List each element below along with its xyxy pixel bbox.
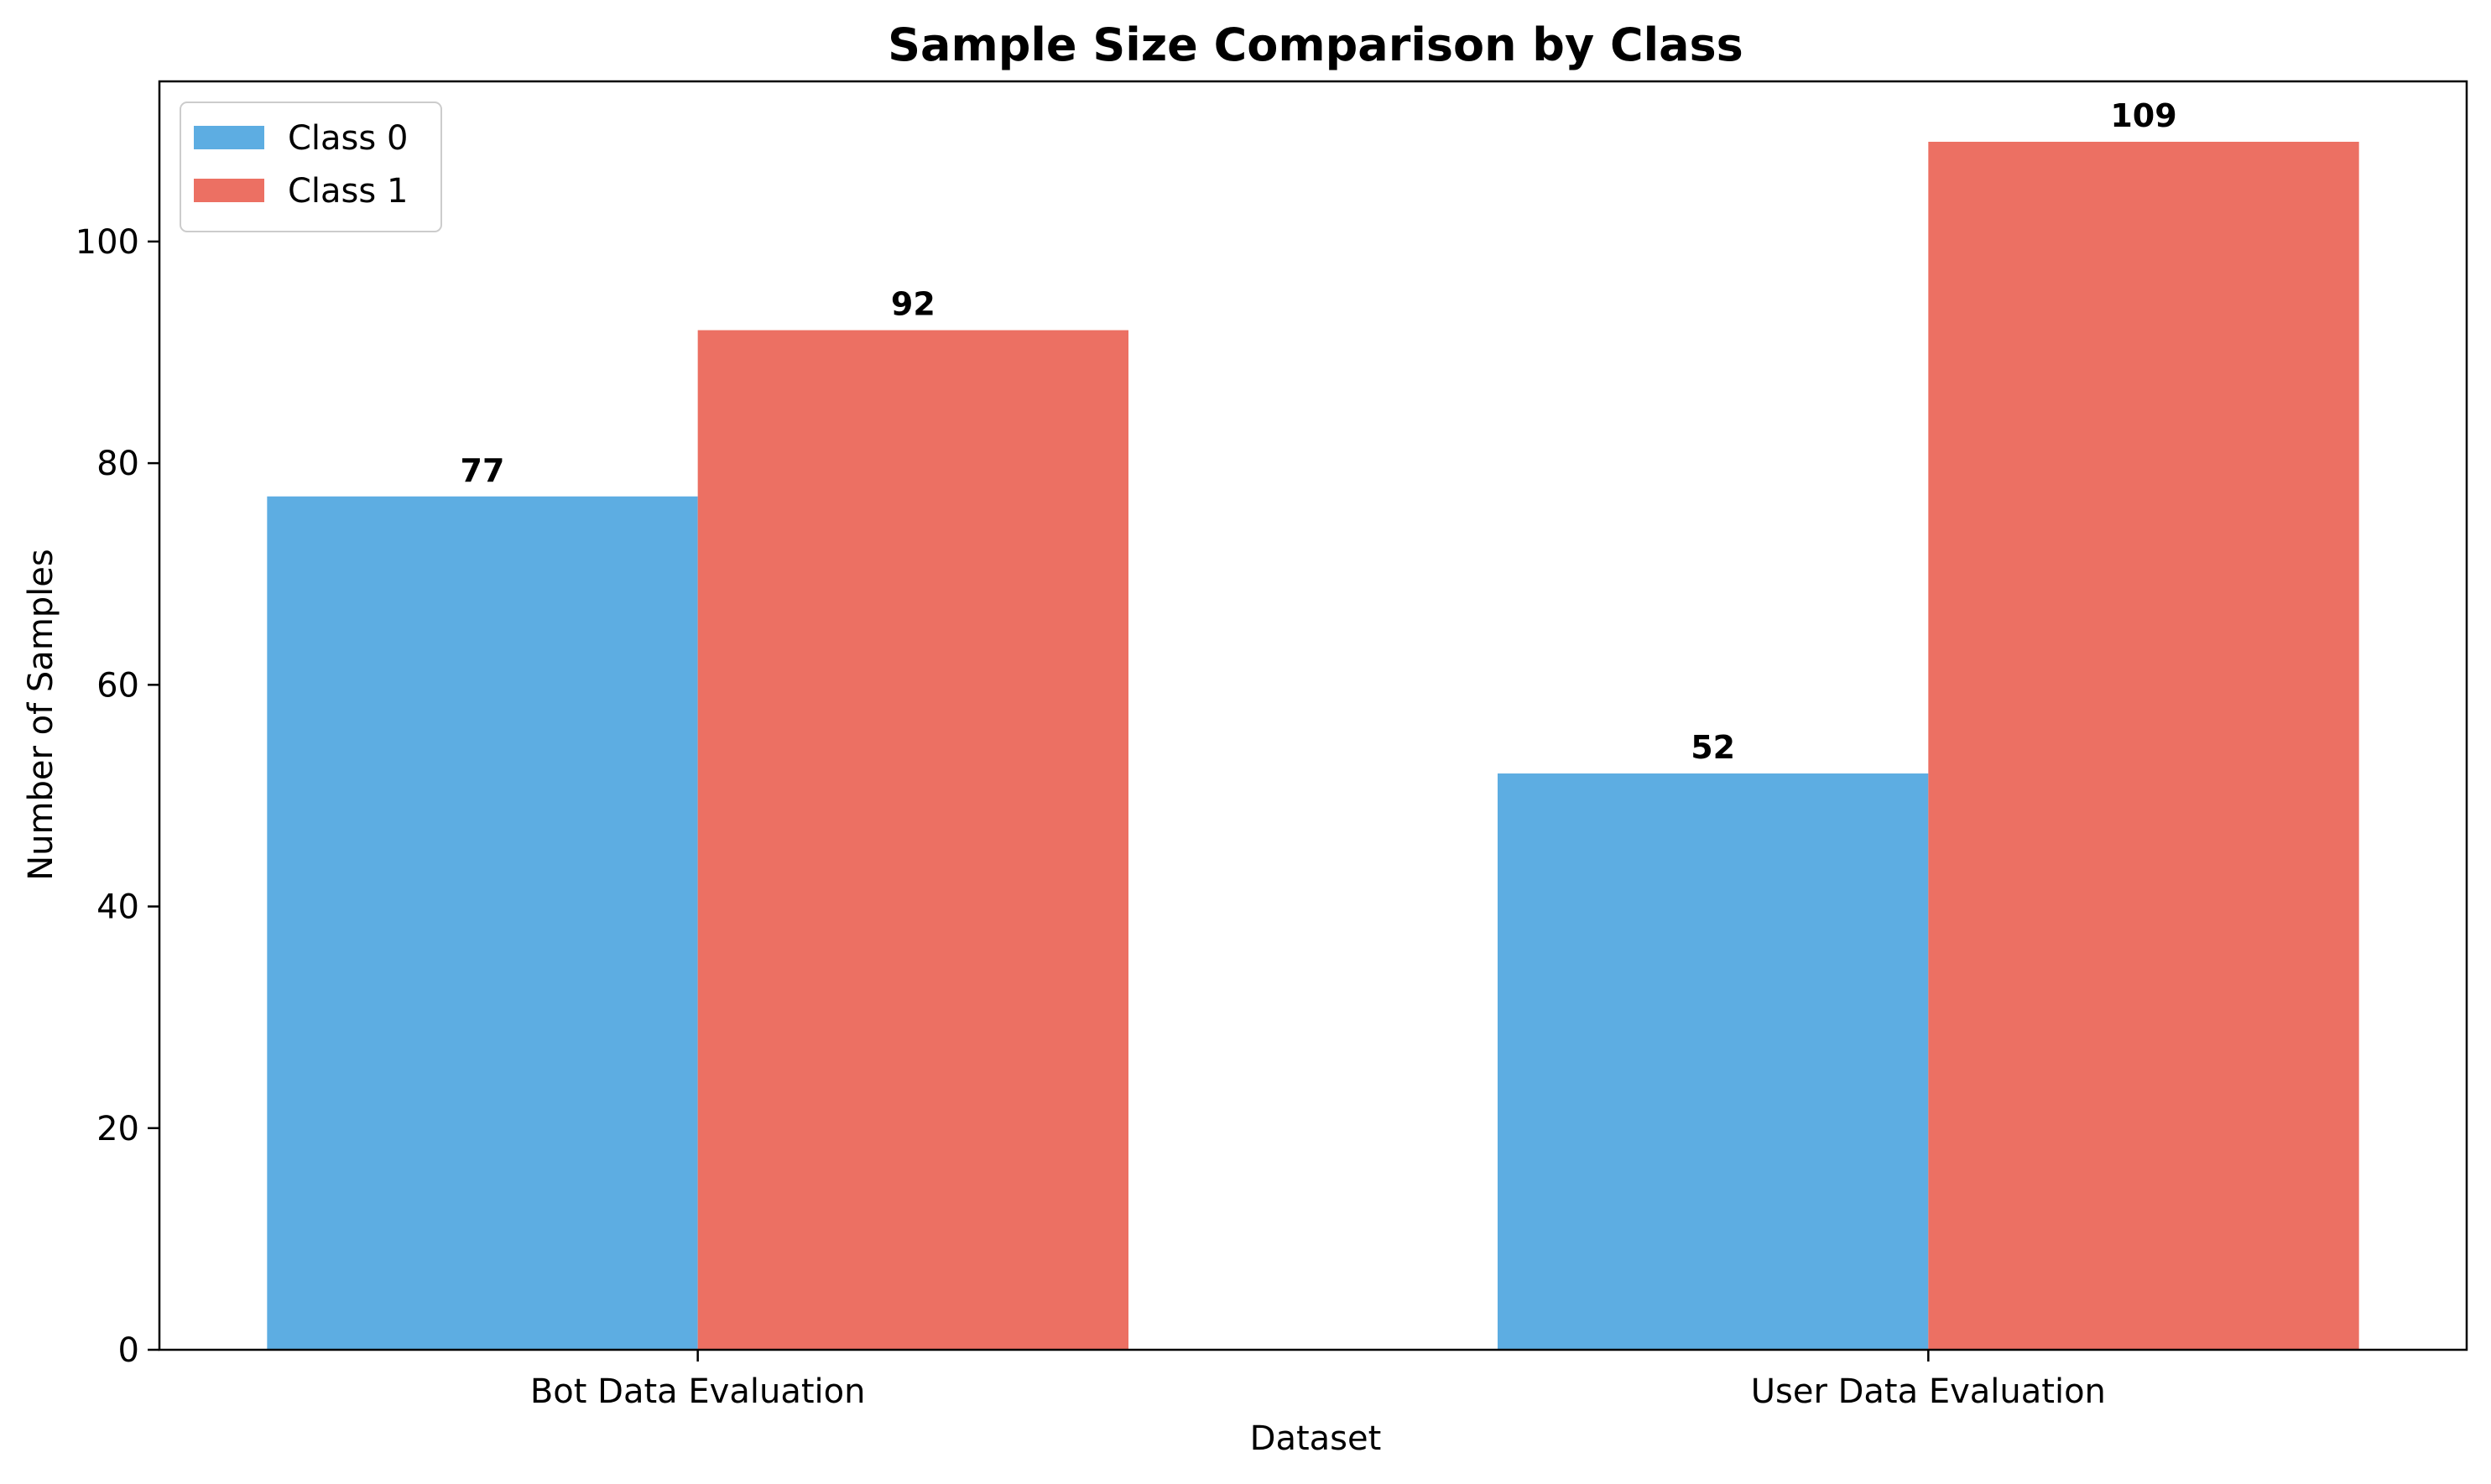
x-axis-label: Dataset <box>1250 1419 1382 1458</box>
x-tick-label: Bot Data Evaluation <box>530 1372 866 1411</box>
legend-label: Class 0 <box>288 119 408 158</box>
y-axis-label: Number of Samples <box>22 549 60 881</box>
y-tick-label: 20 <box>96 1110 139 1148</box>
y-tick-label: 40 <box>96 888 139 927</box>
legend-swatch <box>194 179 264 202</box>
chart-title: Sample Size Comparison by Class <box>888 18 1743 71</box>
bar-value-label: 92 <box>891 286 935 323</box>
bar-class-1-1 <box>1928 142 2359 1350</box>
bar-class-1-0 <box>697 330 1128 1350</box>
bar-value-label: 109 <box>2110 97 2176 134</box>
y-tick-label: 80 <box>96 445 139 483</box>
y-tick-label: 0 <box>118 1331 139 1370</box>
x-tick-label: User Data Evaluation <box>1751 1372 2106 1411</box>
legend-swatch <box>194 126 264 149</box>
plot-area: 77 52 92 109 0 20 40 60 80 100 Bot Data Evaluation… <box>76 80 2468 1411</box>
y-tick-label: 100 <box>76 223 139 262</box>
bar-class-0-1 <box>1498 773 1929 1350</box>
axes-frame <box>158 80 2468 1351</box>
bar-value-label: 52 <box>1691 729 1735 766</box>
bar-value-label: 77 <box>461 452 505 489</box>
bar-class-0-0 <box>267 496 698 1350</box>
y-tick-label: 60 <box>96 666 139 705</box>
legend-label: Class 1 <box>288 172 408 211</box>
